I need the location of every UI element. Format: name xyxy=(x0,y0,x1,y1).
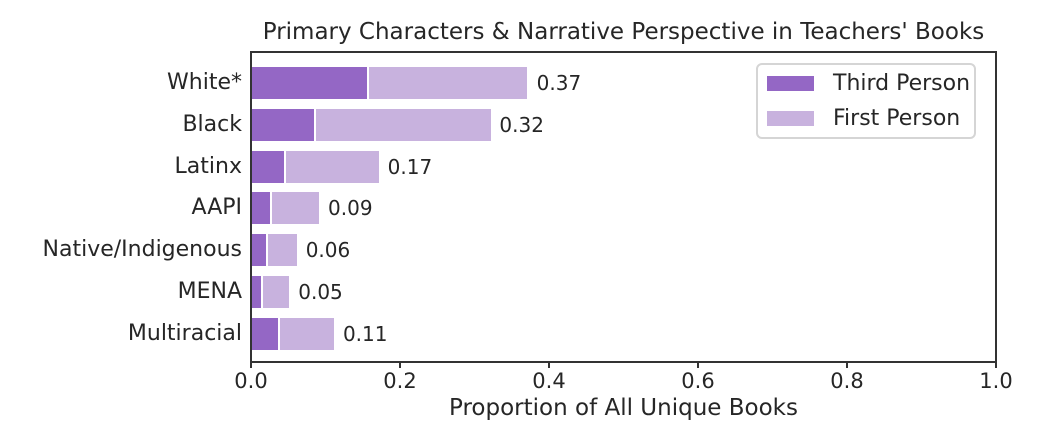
legend: Third Person First Person xyxy=(756,63,976,139)
x-axis-label: Proportion of All Unique Books xyxy=(449,395,798,421)
bar-multiracial xyxy=(252,317,334,350)
bar-segment-third-person xyxy=(252,234,266,267)
x-tick-label: 0.6 xyxy=(681,369,715,393)
bar-segment-first-person xyxy=(270,192,319,225)
y-tick-label: Native/Indigenous xyxy=(42,237,242,263)
bar-segment-third-person xyxy=(252,276,261,309)
x-tick-mark xyxy=(548,363,550,368)
x-tick-label: 1.0 xyxy=(979,369,1013,393)
bar-mena xyxy=(252,276,289,309)
x-tick-label: 0.0 xyxy=(234,369,268,393)
y-tick-label: White* xyxy=(167,70,242,95)
legend-label-first-person: First Person xyxy=(833,105,961,131)
bar-latinx xyxy=(252,150,379,183)
bar-segment-first-person xyxy=(278,317,334,350)
bar-segment-first-person xyxy=(261,276,289,309)
x-tick-label: 0.4 xyxy=(532,369,566,393)
bar-segment-third-person xyxy=(252,150,284,183)
bar-segment-third-person xyxy=(252,317,278,350)
y-tick-label: Multiracial xyxy=(127,320,242,346)
bar-segment-third-person xyxy=(252,192,270,225)
y-tick-label: Black xyxy=(182,111,242,137)
legend-label-third-person: Third Person xyxy=(833,70,971,96)
x-tick-mark xyxy=(697,363,699,368)
x-tick-mark xyxy=(250,363,252,368)
bar-value-label: 0.06 xyxy=(305,238,351,263)
bar-segment-third-person xyxy=(252,108,314,141)
bar-native-indigenous xyxy=(252,234,297,267)
bar-value-label: 0.05 xyxy=(298,280,343,305)
bar-segment-first-person xyxy=(314,108,491,141)
x-tick-label: 0.8 xyxy=(830,369,864,393)
bar-value-label: 0.37 xyxy=(536,71,582,95)
bar-value-label: 0.11 xyxy=(342,321,388,346)
chart-title: Primary Characters & Narrative Perspecti… xyxy=(262,19,985,45)
y-tick-label: Latinx xyxy=(174,153,242,179)
bar-segment-third-person xyxy=(252,67,367,99)
bar-white- xyxy=(252,67,527,99)
bar-black xyxy=(252,108,491,141)
third-person-swatch-icon xyxy=(767,76,814,91)
bar-segment-first-person xyxy=(367,67,527,99)
first-person-swatch-icon xyxy=(767,111,814,126)
bar-segment-first-person xyxy=(284,150,379,183)
y-tick-label: AAPI xyxy=(191,195,242,221)
x-tick-mark xyxy=(846,363,848,368)
y-tick-label: MENA xyxy=(177,279,242,305)
bar-value-label: 0.32 xyxy=(499,112,544,137)
legend-row-third-person: Third Person xyxy=(767,70,974,96)
bar-value-label: 0.17 xyxy=(387,154,433,179)
x-tick-mark xyxy=(995,363,997,368)
x-tick-mark xyxy=(399,363,401,368)
legend-row-first-person: First Person xyxy=(767,105,974,131)
bar-value-label: 0.09 xyxy=(328,196,373,221)
x-tick-label: 0.2 xyxy=(383,369,417,393)
bar-aapi xyxy=(252,192,319,225)
bar-segment-first-person xyxy=(266,234,297,267)
